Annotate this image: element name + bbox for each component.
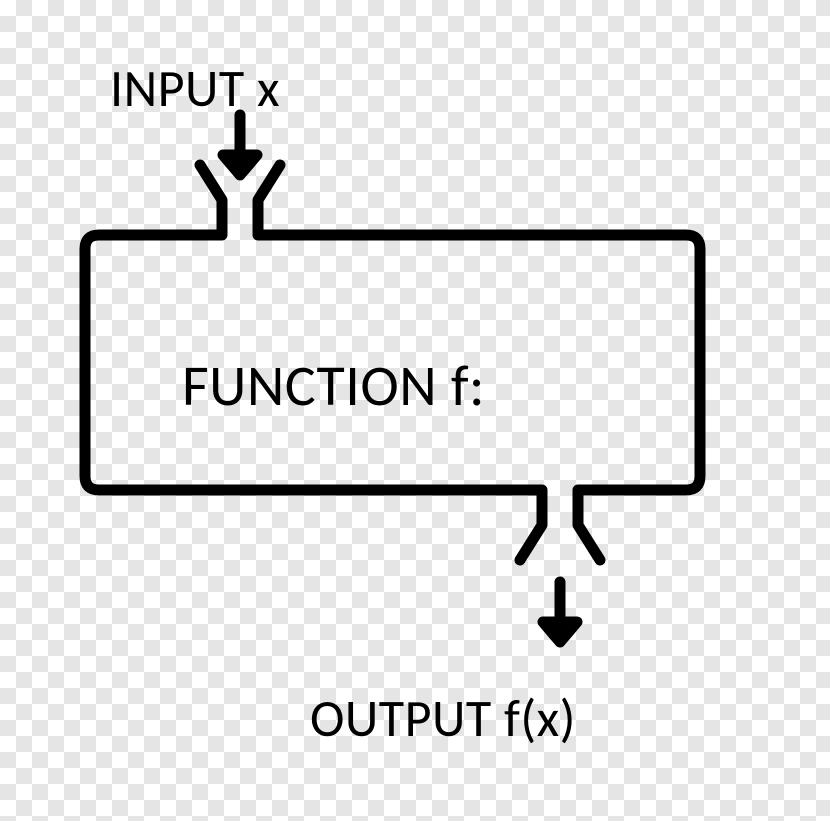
output-label: OUTPUT f(x) (310, 686, 576, 750)
function-label: FUNCTION f: (182, 350, 485, 421)
input-label: INPUT x (110, 56, 280, 120)
